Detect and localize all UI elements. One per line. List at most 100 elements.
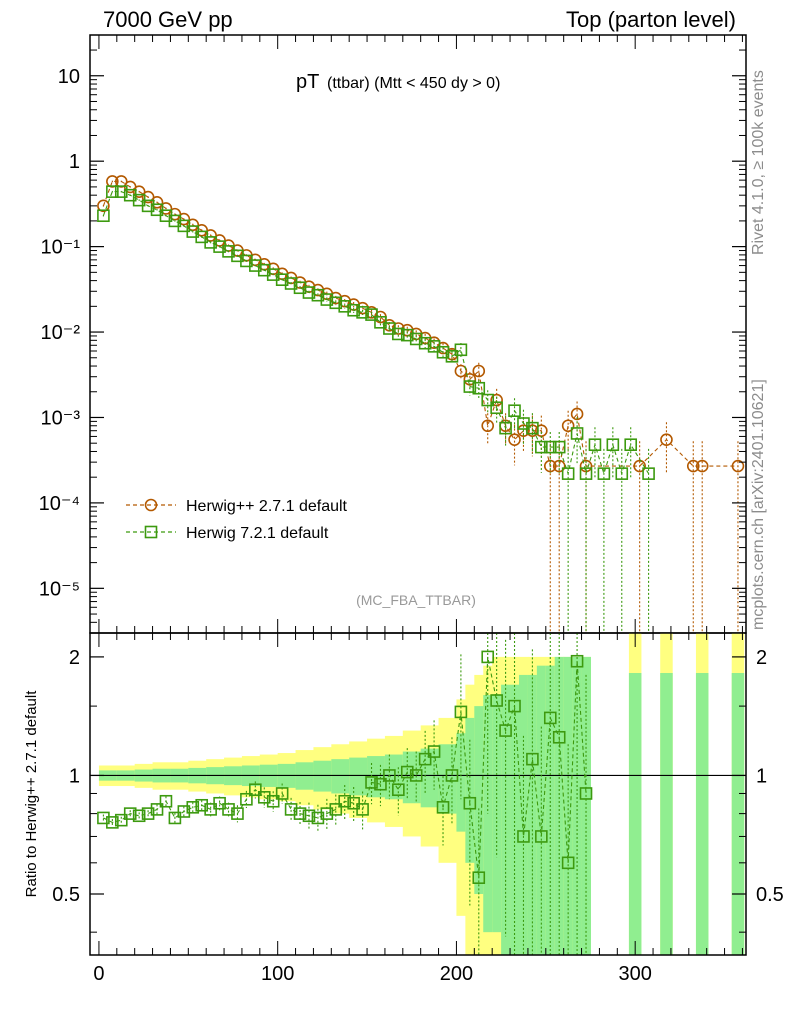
data-point-herwig7	[508, 404, 521, 418]
y-tick-label: 10	[58, 66, 80, 88]
data-point-herwigpp	[561, 419, 575, 433]
plot-title-sub: (ttbar) (Mtt < 450 dy > 0)	[327, 75, 500, 92]
legend-herwigpp-label: Herwig++ 2.7.1 default	[186, 498, 348, 515]
ratio-data-point	[561, 856, 575, 870]
data-point-herwig7	[499, 421, 512, 435]
ratio-data-point	[159, 794, 173, 808]
data-point-herwig7	[249, 259, 262, 272]
main-plot-axis: 10 1 10⁻¹ 10⁻² 10⁻³ 10⁻⁴ 10⁻⁵	[39, 35, 746, 633]
data-point-herwig7	[597, 467, 611, 480]
ratio-data-point	[490, 694, 503, 707]
ratio-band-inner	[313, 760, 332, 792]
data-point-herwig7	[436, 345, 450, 359]
plot-title-main: pT	[296, 71, 319, 93]
data-point-herwig7	[606, 438, 620, 452]
data-point-herwig7	[320, 293, 334, 306]
data-point-herwigpp	[633, 459, 646, 473]
y-tick-label: 1	[69, 151, 80, 173]
data-point-herwig7	[418, 336, 432, 350]
data-point-herwig7	[97, 209, 110, 223]
data-point-herwigpp	[472, 364, 486, 378]
legend-herwigpp-marker	[144, 498, 158, 512]
x-tick-label: 200	[440, 963, 473, 985]
ratio-band-spike-inner	[695, 673, 709, 955]
legend-herwig7-marker	[144, 525, 158, 539]
ratio-band-inner	[536, 665, 547, 955]
ratio-y-label: Ratio to Herwig++ 2.7.1 default	[23, 690, 40, 898]
ratio-data-point	[454, 705, 468, 719]
y-tick-label: 10⁻⁵	[39, 578, 80, 600]
data-point-herwigpp	[660, 433, 673, 446]
y-tick-label: 10⁻²	[41, 322, 81, 344]
ratio-data-point	[222, 803, 235, 816]
ratio-data-point	[123, 807, 137, 820]
ratio-data-point	[409, 769, 423, 782]
ratio-data-point	[302, 809, 316, 823]
legend-herwig7-label: Herwig 7.2.1 default	[186, 525, 329, 542]
data-point-herwig7	[329, 296, 343, 310]
data-point-herwig7	[356, 306, 369, 319]
data-point-herwig7	[535, 440, 548, 454]
data-point-herwigpp	[695, 459, 709, 473]
ratio-band-inner	[349, 757, 368, 796]
ratio-data-point	[356, 803, 369, 816]
ratio-plot-axis: 2 2 1 1 0.5 0.5 0 100 200 300	[52, 633, 784, 985]
ratio-data-point	[508, 699, 521, 713]
data-point-herwig7	[275, 273, 289, 286]
data-point-herwig7	[106, 185, 119, 198]
data-point-herwig7	[141, 199, 155, 213]
ratio-data-point	[106, 816, 119, 829]
ratio-data-point	[284, 803, 298, 816]
data-point-herwigpp	[97, 199, 110, 213]
data-point-herwigpp	[159, 202, 173, 215]
data-point-herwigpp	[454, 364, 468, 378]
header-right-label: Top (parton level)	[566, 7, 736, 32]
ratio-data-point	[320, 807, 334, 820]
ratio-y-tick-label: 2	[69, 647, 80, 669]
data-point-herwigpp	[731, 459, 745, 473]
data-point-herwig7	[570, 427, 584, 440]
ratio-band-spike-inner	[731, 673, 745, 955]
data-point-herwig7	[347, 303, 360, 317]
x-tick-label: 300	[618, 963, 651, 985]
series-line-herwig7	[102, 191, 650, 476]
ratio-data-point	[311, 811, 325, 825]
ratio-data-point	[186, 801, 200, 814]
ratio-data-point	[141, 807, 155, 820]
ratio-data-point	[552, 730, 566, 744]
x-tick-label: 100	[261, 963, 294, 985]
data-point-herwigpp	[517, 424, 530, 438]
ratio-y-tick-label-right: 2	[756, 647, 767, 669]
ratio-data-point	[374, 777, 387, 791]
ratio-data-point	[266, 794, 280, 808]
data-point-herwig7	[543, 440, 557, 454]
data-point-herwig7	[561, 467, 575, 480]
ratio-data-point	[445, 769, 459, 782]
ratio-data-point	[114, 813, 128, 827]
ratio-data-point	[195, 798, 209, 812]
data-point-herwig7	[338, 300, 352, 313]
data-point-herwigpp	[132, 185, 146, 198]
data-point-herwig7	[642, 467, 655, 480]
data-point-herwig7	[400, 328, 414, 342]
ratio-data-point	[231, 807, 244, 820]
ratio-y-tick-label-right: 1	[756, 765, 767, 787]
data-point-herwig7	[445, 350, 459, 363]
ratio-data-point	[132, 809, 146, 823]
rivet-version-label: Rivet 4.1.0, ≥ 100k events	[750, 70, 767, 255]
data-point-herwigpp	[508, 433, 521, 446]
main-plot-panel: 10 1 10⁻¹ 10⁻² 10⁻³ 10⁻⁴ 10⁻⁵ pT (ttbar) (Mtt …	[39, 34, 747, 634]
x-tick-label: 0	[93, 963, 104, 985]
ratio-data-point	[275, 787, 289, 800]
ratio-data-point	[97, 811, 110, 825]
ratio-data-point	[543, 711, 557, 725]
data-point-herwig7	[365, 308, 378, 321]
ratio-band-inner	[331, 759, 350, 794]
mcplots-label: mcplots.cern.ch [arXiv:2401.10621]	[750, 379, 767, 630]
data-point-herwig7	[284, 277, 298, 290]
ratio-data-point	[472, 871, 486, 884]
data-point-herwigpp	[177, 212, 191, 226]
ratio-data-point	[249, 783, 262, 797]
ratio-data-point	[463, 796, 477, 810]
